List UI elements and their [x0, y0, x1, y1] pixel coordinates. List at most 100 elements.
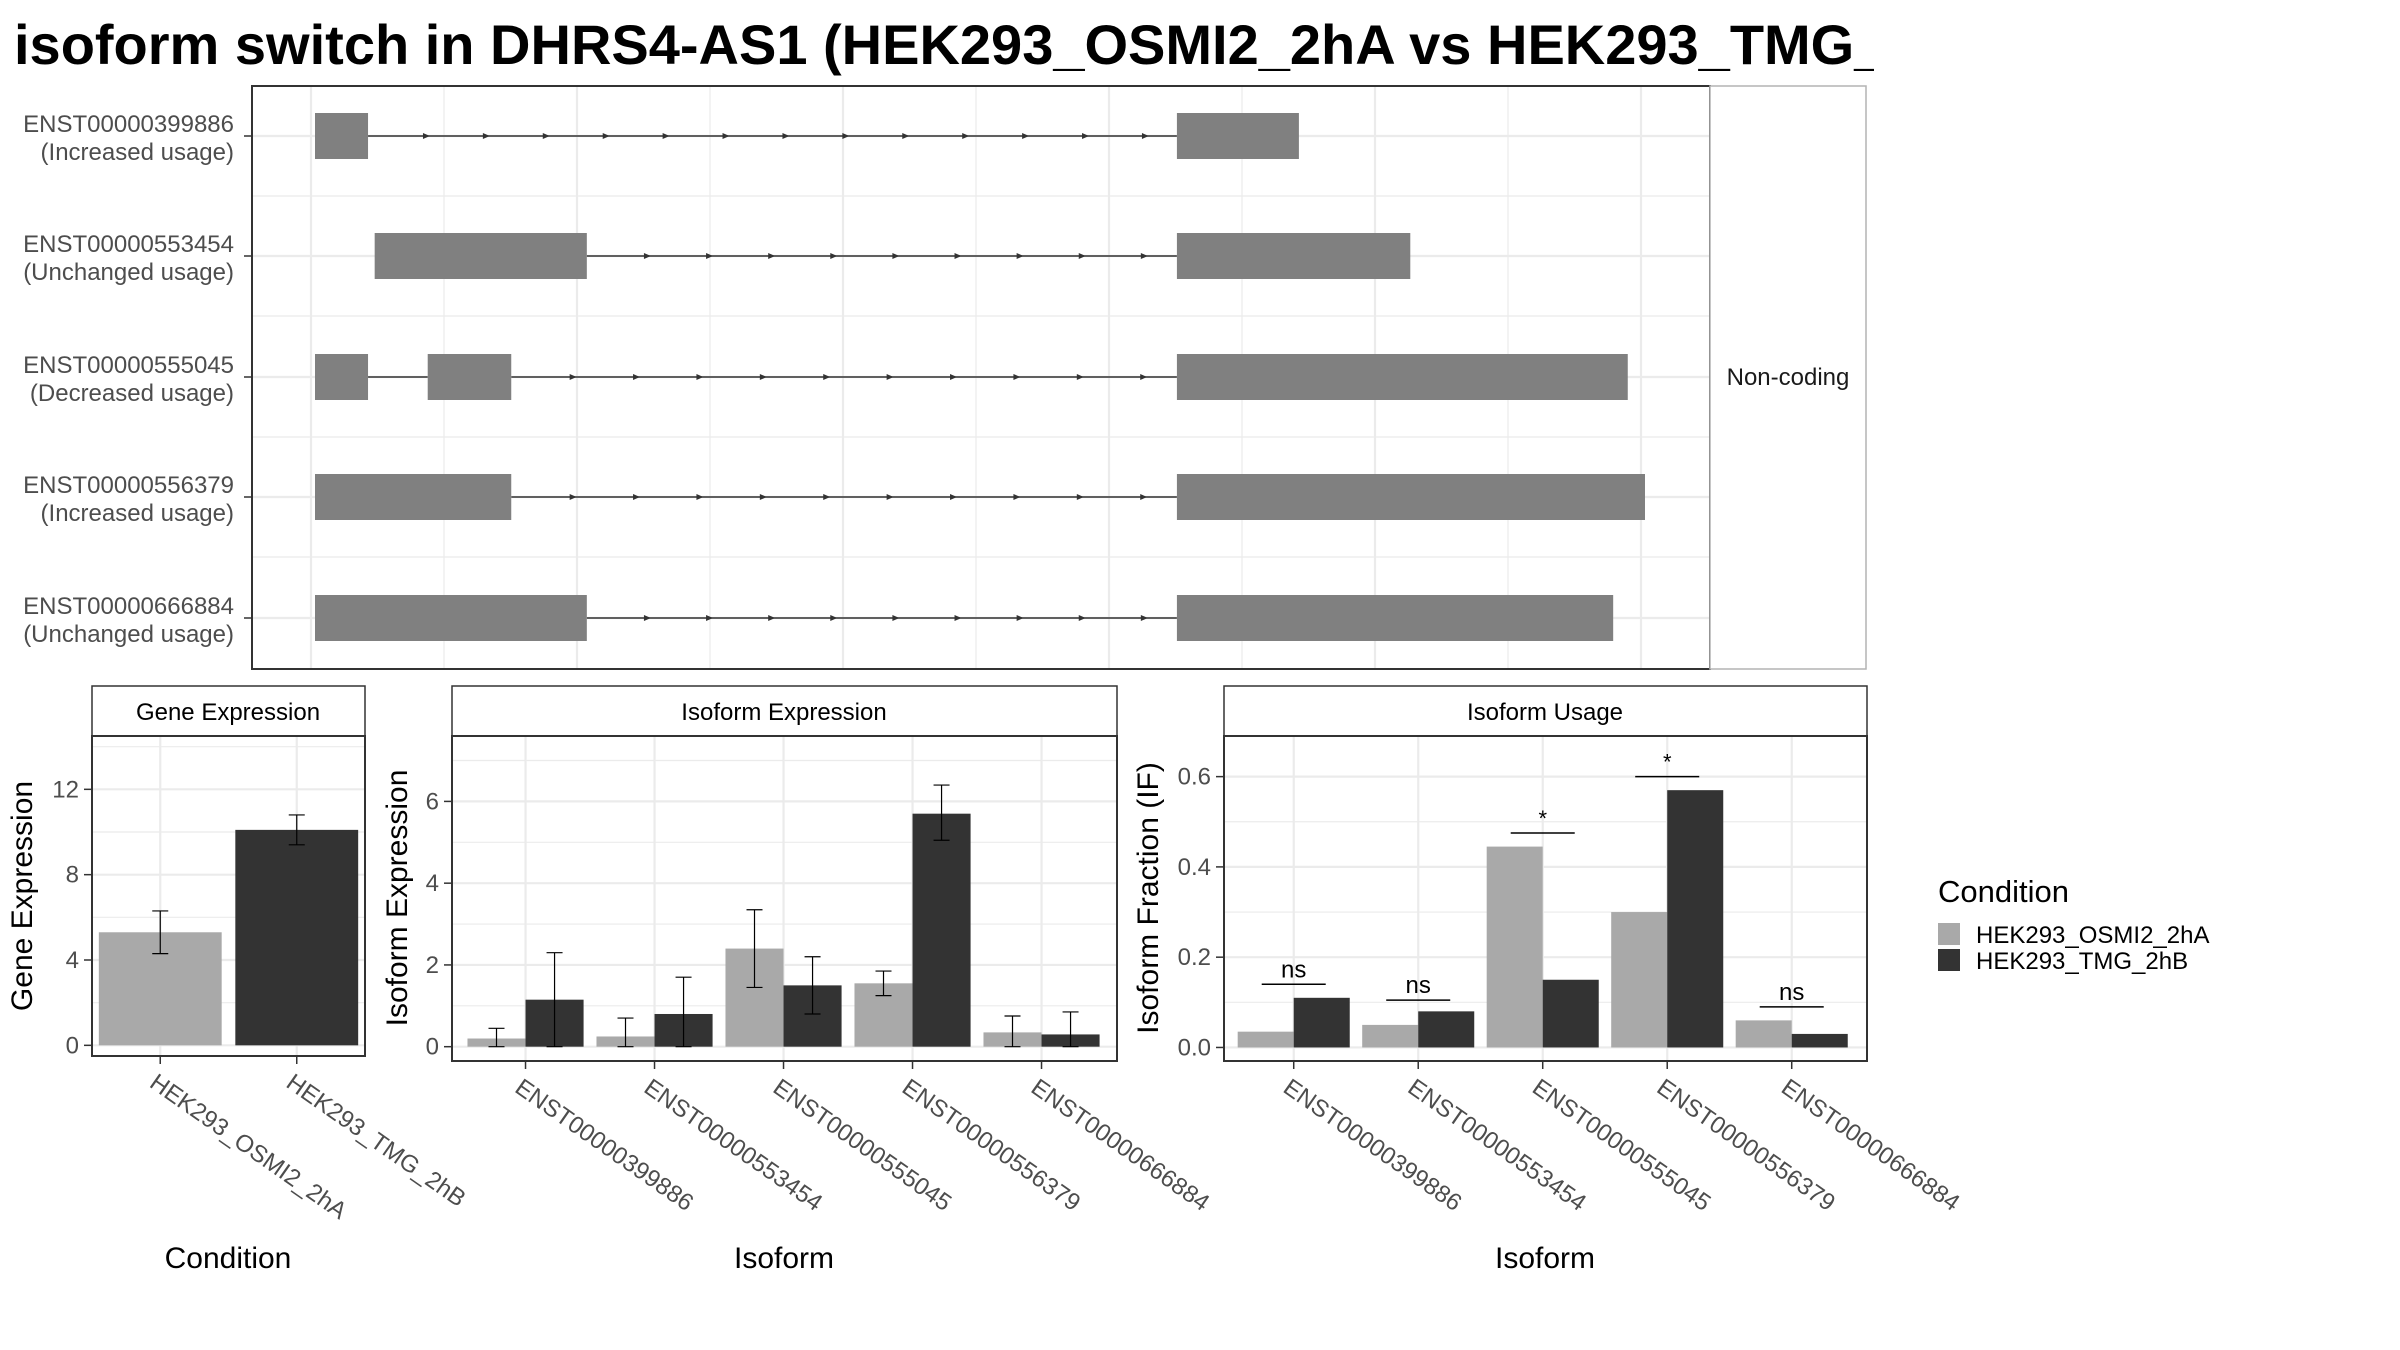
exon-block [315, 474, 512, 520]
legend-swatch-condition-2 [1938, 949, 1960, 971]
intron-direction-arrow [886, 494, 894, 500]
legend-label-condition-1: HEK293_OSMI2_2hA [1976, 922, 2209, 949]
isoform-row-usage: (Increased usage) [41, 139, 234, 166]
intron-direction-arrow [633, 374, 641, 380]
intron-direction-arrow [768, 615, 776, 621]
exon-block [427, 354, 512, 400]
strip-noncoding-box [1709, 85, 1867, 670]
intron-direction-arrow [1013, 374, 1021, 380]
intron-direction-arrow [643, 615, 651, 621]
intron-direction-arrow [1078, 615, 1086, 621]
isoform-expression-panel-title: Isoform Expression [681, 699, 886, 726]
intron-direction-arrow [542, 133, 550, 139]
isoform-row-id: ENST00000555045 [23, 352, 234, 379]
intron-direction-arrow [1140, 374, 1148, 380]
isoform-row-labels: ENST00000399886(Increased usage)ENST0000… [23, 111, 234, 648]
intron-direction-arrow [950, 374, 958, 380]
bar [1293, 997, 1350, 1048]
exon-block [1176, 595, 1614, 641]
exon-block [1176, 113, 1299, 159]
intron-direction-arrow [422, 133, 430, 139]
intron-direction-arrow [842, 133, 850, 139]
gene-structure-isoforms [315, 113, 1645, 641]
figure-title: isoform switch in DHRS4-AS1 (HEK293_OSMI… [14, 13, 1874, 76]
intron-direction-arrow [706, 253, 714, 259]
intron-direction-arrow [768, 253, 776, 259]
isoform-row-usage: (Unchanged usage) [23, 621, 234, 648]
intron-direction-arrow [1078, 253, 1086, 259]
isoform-row-id: ENST00000399886 [23, 111, 234, 138]
intron-direction-arrow [1022, 133, 1030, 139]
y-tick-label: 12 [52, 776, 79, 803]
isoform-row-id: ENST00000553454 [23, 231, 234, 258]
isoform-usage-strip [1223, 685, 1868, 737]
intron-direction-arrow [902, 133, 910, 139]
intron-direction-arrow [602, 133, 610, 139]
isoform-usage-panel-title: Isoform Usage [1467, 699, 1623, 726]
y-tick-label: 8 [66, 862, 79, 889]
y-tick-label: 0.4 [1178, 854, 1211, 881]
bar [1611, 912, 1668, 1048]
isoform-expression-y-axis-title: Isoform Expression [381, 770, 414, 1027]
intron-direction-arrow [1140, 615, 1148, 621]
legend-label-condition-2: HEK293_TMG_2hB [1976, 948, 2188, 975]
y-tick-label: 0 [426, 1034, 439, 1061]
intron-direction-arrow [706, 615, 714, 621]
intron-direction-arrow [696, 494, 704, 500]
y-tick-label: 4 [66, 947, 79, 974]
intron-direction-arrow [482, 133, 490, 139]
gene-expression-panel-title: Gene Expression [136, 699, 320, 726]
legend-swatch-condition-1 [1938, 923, 1960, 945]
exon-block [1176, 354, 1628, 400]
intron-direction-arrow [569, 494, 577, 500]
gene-structure-panel: Non-coding ENST00000399886(Increased usa… [23, 85, 1867, 670]
intron-direction-arrow [954, 253, 962, 259]
exon-block [374, 233, 587, 279]
intron-direction-arrow [1016, 253, 1024, 259]
intron-direction-arrow [830, 253, 838, 259]
exon-block [315, 354, 369, 400]
y-tick-label: 6 [426, 788, 439, 815]
significance-label: ns [1406, 972, 1431, 999]
gene-expression-strip [91, 685, 366, 737]
isoform-row-usage: (Decreased usage) [30, 380, 234, 407]
intron-direction-arrow [892, 253, 900, 259]
bar [1735, 1020, 1792, 1048]
intron-direction-arrow [962, 133, 970, 139]
isoform-row-usage: (Increased usage) [41, 500, 234, 527]
intron-direction-arrow [1076, 374, 1084, 380]
bar [1486, 846, 1543, 1048]
strip-label-noncoding: Non-coding [1727, 364, 1850, 391]
isoform-expression-x-axis-title: Isoform [734, 1242, 834, 1275]
intron-direction-arrow [892, 615, 900, 621]
gene-expression-x-axis-title: Condition [165, 1242, 292, 1275]
isoform-row-id: ENST00000666884 [23, 593, 234, 620]
exon-block [315, 113, 369, 159]
y-tick-label: 4 [426, 870, 439, 897]
significance-label: * [1663, 750, 1672, 775]
intron-direction-arrow [954, 615, 962, 621]
isoform-usage-x-axis-title: Isoform [1495, 1242, 1595, 1275]
y-tick-label: 2 [426, 952, 439, 979]
bar [1791, 1033, 1848, 1048]
intron-direction-arrow [1141, 133, 1149, 139]
intron-direction-arrow [823, 494, 831, 500]
intron-direction-arrow [633, 494, 641, 500]
bar [1362, 1024, 1419, 1048]
isoform-row-usage: (Unchanged usage) [23, 259, 234, 286]
y-tick-label: 0.2 [1178, 944, 1211, 971]
intron-direction-arrow [830, 615, 838, 621]
intron-direction-arrow [823, 374, 831, 380]
intron-direction-arrow [886, 374, 894, 380]
intron-direction-arrow [1013, 494, 1021, 500]
y-tick-label: 0.6 [1178, 764, 1211, 791]
legend-title: Condition [1938, 874, 2069, 909]
legend: Condition HEK293_OSMI2_2hA HEK293_TMG_2h… [1938, 874, 2209, 975]
y-tick-label: 0.0 [1178, 1034, 1211, 1061]
intron-direction-arrow [1082, 133, 1090, 139]
exon-block [1176, 233, 1411, 279]
intron-direction-arrow [722, 133, 730, 139]
intron-direction-arrow [569, 374, 577, 380]
isoform-usage-panel: Isoform Usage 0.00.20.40.6ENST0000039988… [1132, 685, 1964, 1275]
